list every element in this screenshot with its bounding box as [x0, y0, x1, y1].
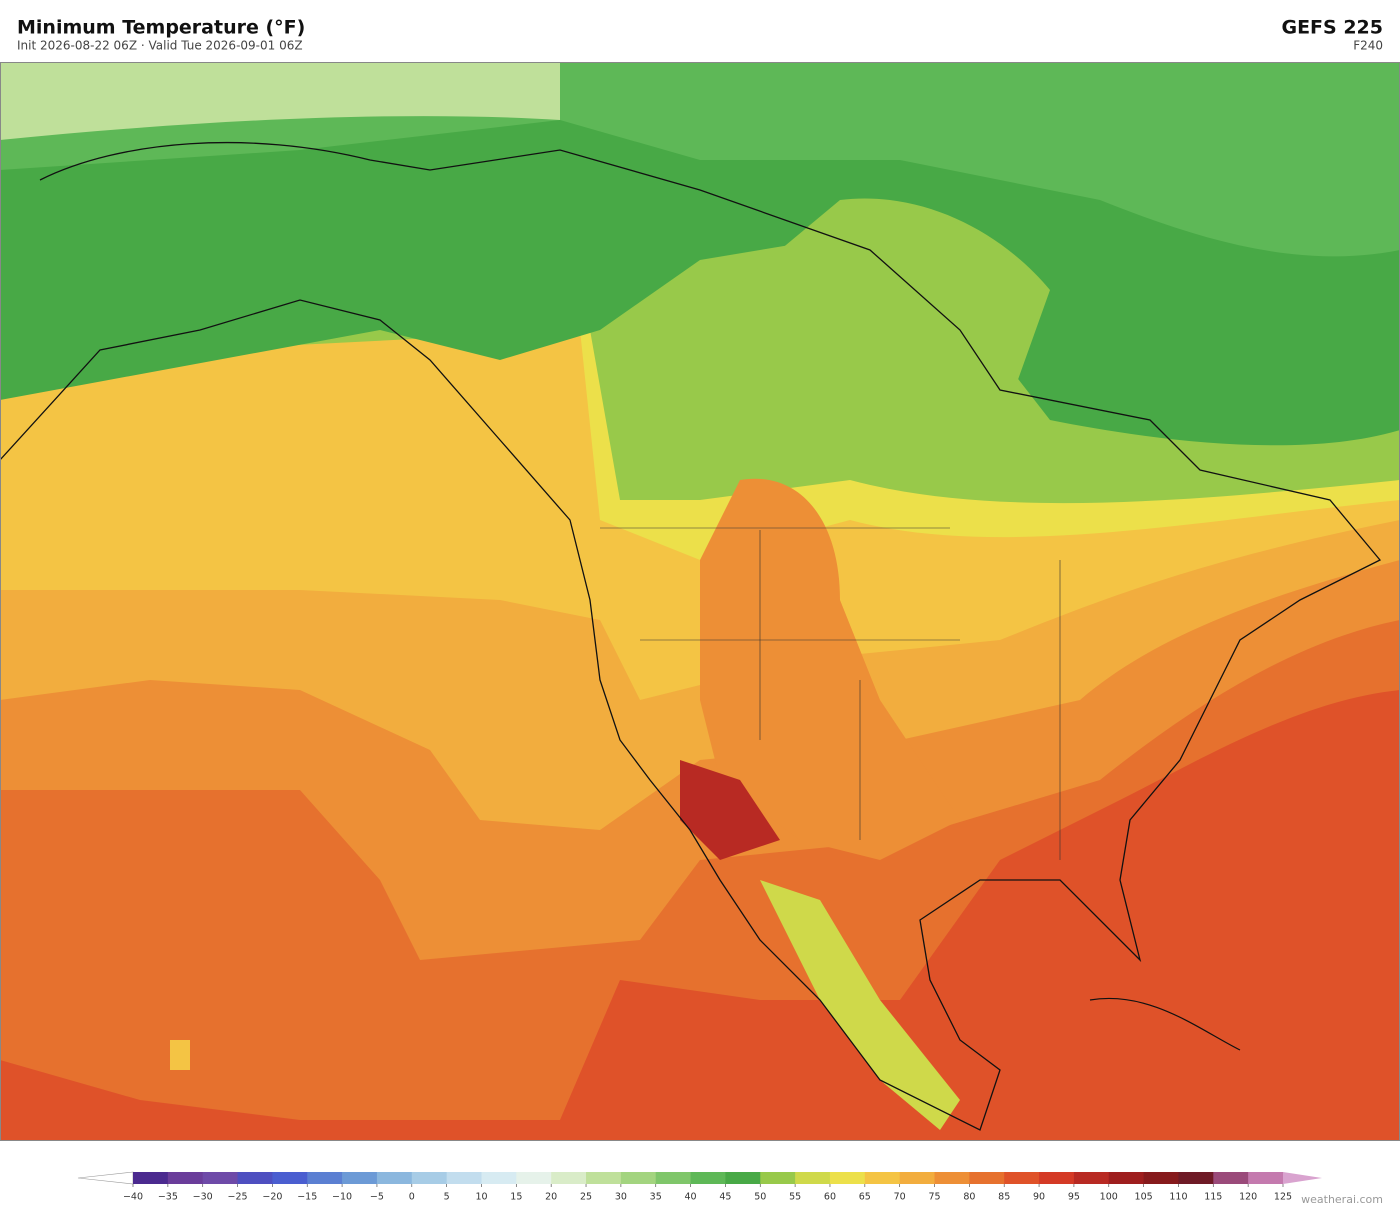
colorbar-tick-label: −30	[193, 1192, 213, 1203]
title: Minimum Temperature (°F)	[17, 17, 305, 39]
colorbar-tick-label: 65	[859, 1192, 871, 1203]
colorbar-segment	[237, 1172, 273, 1184]
colorbar-segment	[829, 1172, 866, 1184]
model: GEFS 225	[1281, 17, 1383, 39]
colorbar-segment	[167, 1172, 204, 1184]
colorbar-segment	[690, 1172, 726, 1184]
colorbar-tick-label: 40	[685, 1192, 697, 1203]
colorbar-segment	[342, 1172, 378, 1184]
colorbar-segment	[864, 1172, 901, 1184]
colorbar-tick-label: 45	[719, 1192, 731, 1203]
colorbar-tick-label: 15	[510, 1192, 522, 1203]
credit: weatherai.com	[1301, 1193, 1383, 1206]
colorbar-tick-label: 50	[754, 1192, 766, 1203]
colorbar-tick-label: −15	[297, 1192, 317, 1203]
colorbar-tick-label: 110	[1169, 1192, 1187, 1203]
colorbar-tick-label: −40	[123, 1192, 143, 1203]
colorbar-segment	[272, 1172, 308, 1184]
colorbar-tick-label: 85	[998, 1192, 1010, 1203]
colorbar-tick-label: 55	[789, 1192, 801, 1203]
colorbar-segment	[586, 1172, 622, 1184]
colorbar-segment	[934, 1172, 970, 1184]
colorbar-tick-label: 115	[1204, 1192, 1222, 1203]
colorbar-segment	[655, 1172, 692, 1184]
colorbar-segment	[1039, 1172, 1075, 1184]
colorbar-segment	[411, 1172, 448, 1184]
colorbar-tick-label: −10	[332, 1192, 352, 1203]
colorbar-segment	[516, 1172, 552, 1184]
colorbar-segment	[620, 1172, 657, 1184]
colorbar-tick-label: 100	[1100, 1192, 1118, 1203]
colorbar-tick-label: 60	[824, 1192, 836, 1203]
colorbar-tick-label: 120	[1239, 1192, 1257, 1203]
subtitle: Init 2026-08-22 06Z · Valid Tue 2026-09-…	[17, 39, 303, 53]
colorbar-segment	[307, 1172, 343, 1184]
colorbar-tick-label: 70	[894, 1192, 906, 1203]
colorbar-tick-label: 20	[545, 1192, 557, 1203]
colorbar-tick-label: 95	[1068, 1192, 1080, 1203]
colorbar-segment	[795, 1172, 831, 1184]
colorbar-segment	[376, 1172, 413, 1184]
colorbar-segment	[1004, 1172, 1040, 1184]
colorbar-tick-label: 35	[650, 1192, 662, 1203]
colorbar-segment	[1248, 1172, 1284, 1184]
colorbar: −40 −35 −30 −25 −20 −15 −10 −5 0 5 10 15 20 25 30 35 40 4…	[77, 1171, 1322, 1203]
colorbar-segment	[760, 1172, 796, 1184]
colorbar-segment	[1108, 1172, 1145, 1184]
colorbar-tick-label: 125	[1274, 1192, 1292, 1203]
colorbar-tick-label: 105	[1135, 1192, 1153, 1203]
colorbar-tick-label: 10	[475, 1192, 487, 1203]
map	[0, 62, 1400, 1141]
colorbar-tick-label: −35	[158, 1192, 178, 1203]
colorbar-segment	[481, 1172, 517, 1184]
colorbar-segment	[202, 1172, 239, 1184]
colorbar-segment	[446, 1172, 482, 1184]
colorbar-tick-label: 25	[580, 1192, 592, 1203]
colorbar-tick-label: 5	[444, 1192, 450, 1203]
colorbar-segment	[133, 1172, 169, 1184]
colorbar-tick-label: −20	[262, 1192, 282, 1203]
colorbar-segment	[899, 1172, 936, 1184]
colorbar-segment	[1178, 1172, 1214, 1184]
colorbar-tick-label: 75	[928, 1192, 940, 1203]
colorbar-segment	[969, 1172, 1005, 1184]
colorbar-tick-label: 80	[963, 1192, 975, 1203]
forecast-hour: F240	[1353, 39, 1383, 53]
colorbar-tick-label: 90	[1033, 1192, 1045, 1203]
colorbar-segment	[1143, 1172, 1179, 1184]
colorbar-segment	[551, 1172, 587, 1184]
colorbar-under	[77, 1171, 134, 1185]
colorbar-segment	[1213, 1172, 1249, 1184]
colorbar-tick-label: 0	[409, 1192, 415, 1203]
colorbar-tick-label: −25	[228, 1192, 248, 1203]
colorbar-segment	[725, 1172, 761, 1184]
colorbar-tick-label: 30	[615, 1192, 627, 1203]
colorbar-tick-label: −5	[370, 1192, 384, 1203]
colorbar-over	[1283, 1172, 1322, 1184]
colorbar-segment	[1073, 1172, 1110, 1184]
